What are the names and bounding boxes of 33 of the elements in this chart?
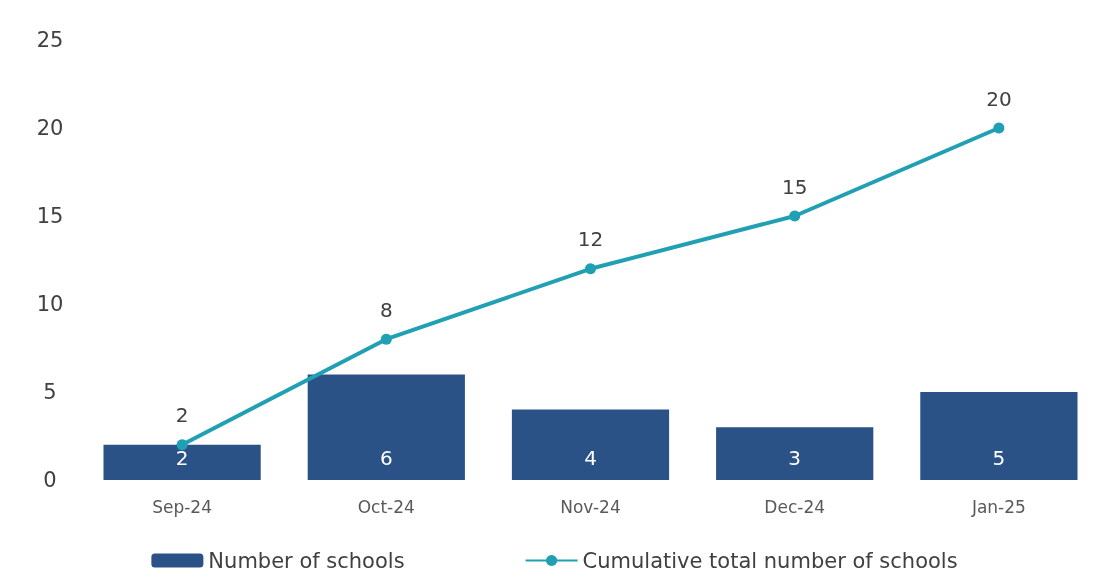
x-tick-label: Oct-24 xyxy=(357,496,415,517)
bar xyxy=(511,409,670,480)
point xyxy=(585,263,596,275)
data-label: 3 xyxy=(788,446,802,470)
data-label: 12 xyxy=(577,227,604,252)
y-tick-label: 5 xyxy=(43,380,57,404)
y-tick-label: 20 xyxy=(36,116,64,140)
point xyxy=(993,122,1005,134)
legend-label: Number of schools xyxy=(208,548,405,573)
bar xyxy=(307,374,465,480)
x-tick-label: Nov-24 xyxy=(560,496,621,517)
bar xyxy=(716,427,874,480)
data-label: 8 xyxy=(379,297,393,322)
data-label: 2 xyxy=(175,403,189,428)
x-tick-label: Jan-25 xyxy=(970,496,1026,517)
data-label: 15 xyxy=(781,174,808,199)
data-label: 20 xyxy=(986,86,1012,111)
x-tick-label: Sep-24 xyxy=(152,496,213,517)
data-label: 2 xyxy=(175,446,189,470)
y-tick-label: 0 xyxy=(43,468,57,492)
y-tick-label: 10 xyxy=(36,292,64,316)
data-label: 5 xyxy=(992,446,1006,470)
y-tick-label: 15 xyxy=(36,204,64,228)
bar xyxy=(103,444,261,480)
point xyxy=(789,210,801,222)
data-label: 4 xyxy=(584,446,597,470)
x-tick-label: Dec-24 xyxy=(764,496,826,517)
bar xyxy=(920,392,1078,480)
point xyxy=(176,439,188,451)
legend-label: Cumulative total number of schools xyxy=(582,548,958,573)
data-label: 6 xyxy=(379,446,393,470)
point xyxy=(380,333,392,345)
y-tick-label: 25 xyxy=(36,28,64,52)
